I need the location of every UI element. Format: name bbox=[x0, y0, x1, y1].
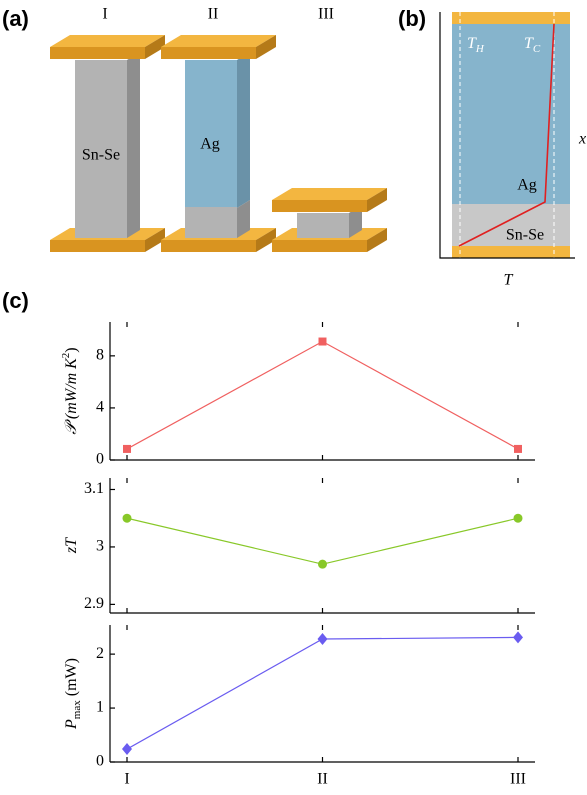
panel-label: (a) bbox=[2, 6, 29, 31]
plate bbox=[272, 240, 367, 252]
contact bbox=[452, 12, 570, 24]
material-label: Sn-Se bbox=[82, 147, 120, 164]
line bbox=[127, 342, 518, 449]
plate bbox=[272, 200, 367, 212]
line bbox=[127, 518, 518, 564]
diagram-a: I II III Sn-Se Ag bbox=[50, 6, 387, 252]
marker bbox=[318, 560, 327, 569]
y-axis-label: zT bbox=[63, 537, 80, 554]
y-tick-label: 1 bbox=[96, 699, 104, 716]
pillar bbox=[185, 60, 237, 208]
material-label: Ag bbox=[200, 136, 220, 153]
plate bbox=[161, 35, 276, 47]
column-label: III bbox=[318, 6, 334, 23]
marker bbox=[513, 631, 523, 643]
plate bbox=[161, 47, 256, 59]
y-tick-label: 8 bbox=[96, 347, 104, 364]
y-axis-label: max bbox=[71, 700, 83, 719]
y-tick-label: 3 bbox=[96, 538, 104, 555]
plate bbox=[272, 188, 387, 200]
y-tick-label: 2 bbox=[96, 645, 104, 662]
y-tick-label: 0 bbox=[96, 451, 104, 468]
plate bbox=[161, 240, 256, 252]
marker bbox=[318, 633, 328, 645]
y-tick-label: 4 bbox=[96, 399, 104, 416]
y-axis-label: (mW) bbox=[63, 658, 80, 700]
panel-label: (b) bbox=[398, 6, 426, 31]
y-axis-label: zT bbox=[63, 537, 80, 554]
column-label: I bbox=[102, 6, 107, 23]
label: C bbox=[533, 43, 541, 55]
y-tick-label: 2.9 bbox=[84, 595, 104, 612]
plate bbox=[50, 35, 165, 47]
plate bbox=[50, 47, 145, 59]
label: Ag bbox=[517, 177, 537, 194]
page: (a) (b) (c) I II III Sn-Se Ag bbox=[0, 0, 587, 795]
plate bbox=[50, 240, 145, 252]
x-tick-label: III bbox=[510, 771, 526, 788]
axis-label: x bbox=[578, 131, 586, 148]
diagram-b: TH TC x Ag Sn-Se T bbox=[440, 12, 586, 289]
y-tick-label: 0 bbox=[96, 753, 104, 770]
y-axis-label: 𝒫 (mW/m K bbox=[63, 357, 80, 435]
line bbox=[127, 637, 518, 749]
pillar bbox=[127, 52, 140, 238]
y-axis-label: P bbox=[63, 719, 80, 730]
marker bbox=[514, 514, 523, 523]
pillar bbox=[297, 213, 349, 238]
y-axis-label: 𝒫 (mW/m K2) bbox=[60, 347, 80, 434]
marker bbox=[122, 743, 132, 755]
panel-label: (c) bbox=[2, 288, 29, 313]
marker bbox=[514, 445, 522, 453]
contact bbox=[452, 246, 570, 258]
pillar bbox=[237, 52, 250, 208]
marker bbox=[123, 514, 132, 523]
column-label: II bbox=[208, 6, 219, 23]
marker bbox=[319, 338, 327, 346]
y-tick-label: 3.1 bbox=[84, 480, 104, 497]
pillar bbox=[185, 207, 237, 238]
label: H bbox=[475, 43, 485, 55]
y-axis-label: ) bbox=[63, 347, 80, 352]
label: Sn-Se bbox=[506, 227, 544, 244]
figure: (a) (b) (c) I II III Sn-Se Ag bbox=[0, 0, 587, 795]
axis-label: T bbox=[504, 272, 514, 289]
y-axis-label: Pmax (mW) bbox=[63, 658, 83, 730]
marker bbox=[123, 445, 131, 453]
x-tick-label: II bbox=[317, 771, 328, 788]
x-tick-label: I bbox=[124, 771, 129, 788]
